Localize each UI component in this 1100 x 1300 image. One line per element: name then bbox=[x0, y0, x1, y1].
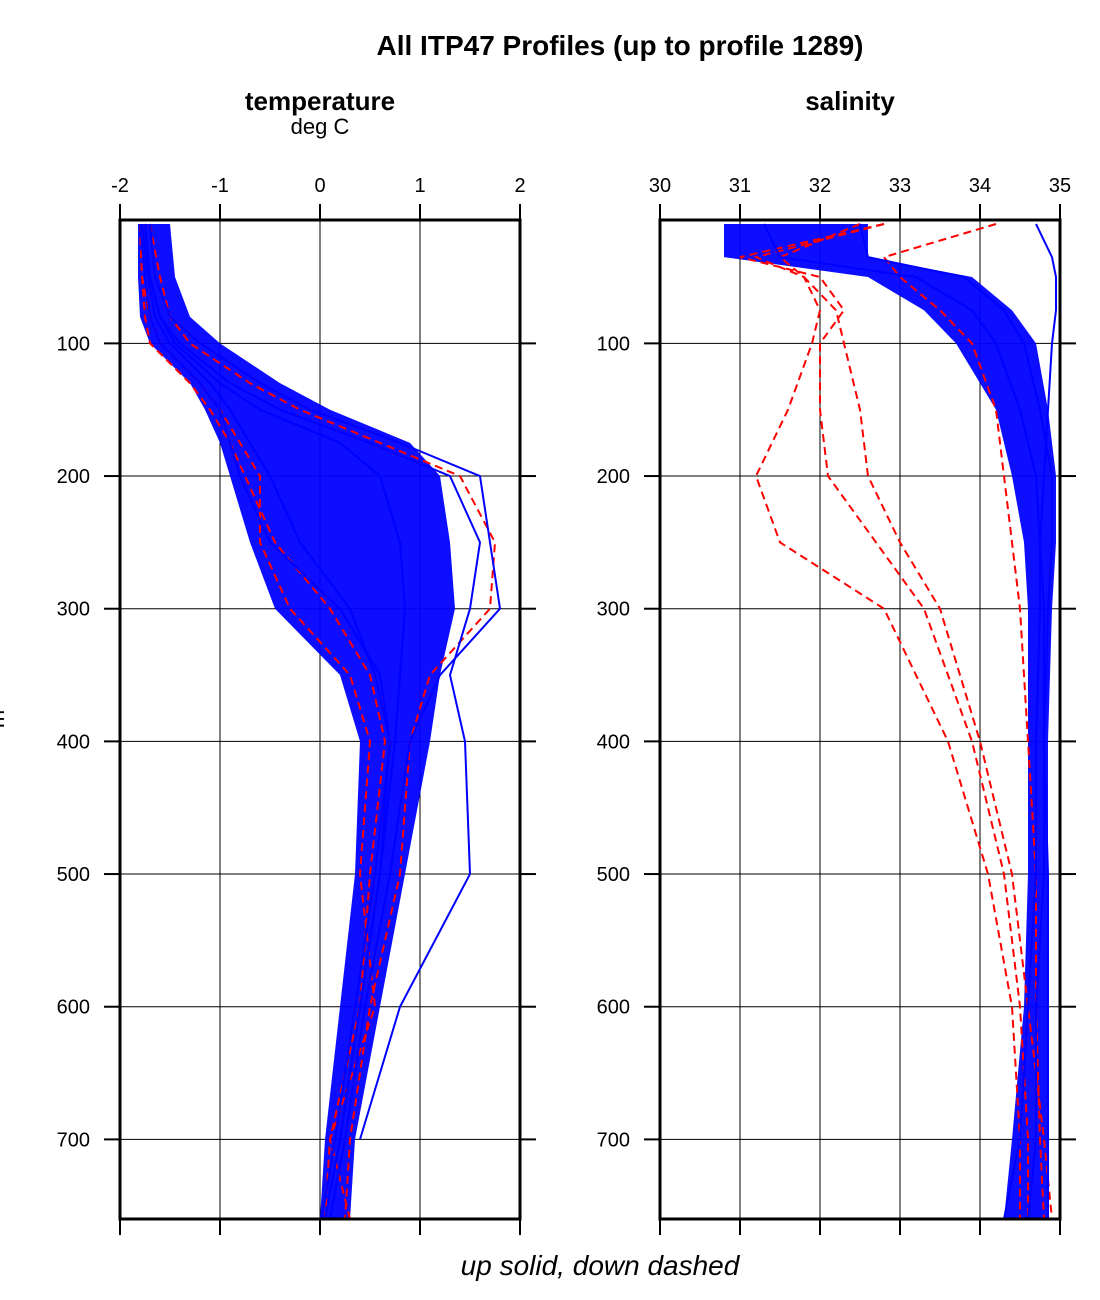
chart-title: All ITP47 Profiles (up to profile 1289) bbox=[376, 30, 864, 61]
up-profile-line bbox=[141, 223, 392, 1220]
x-tick-label: 1 bbox=[414, 175, 425, 197]
panel-frame bbox=[658, 218, 1062, 1221]
up-profile-line bbox=[859, 223, 1053, 1220]
x-tick-label: 30 bbox=[649, 175, 671, 197]
x-tick-label: 33 bbox=[889, 175, 911, 197]
y-tick-label: 300 bbox=[57, 599, 90, 621]
down-profile-line bbox=[139, 223, 387, 1220]
y-tick-label: 500 bbox=[597, 864, 630, 886]
profile-envelope-band bbox=[138, 223, 455, 1219]
temperature-unit-label: deg C bbox=[290, 114, 350, 139]
y-tick-label: 300 bbox=[597, 599, 630, 621]
y-tick-label: 700 bbox=[57, 1129, 90, 1151]
down-profile-line bbox=[778, 223, 1053, 1220]
x-tick-label: 32 bbox=[809, 175, 831, 197]
up-profile-line bbox=[149, 223, 502, 1220]
y-tick-label: 700 bbox=[597, 1129, 630, 1151]
panel-frame bbox=[118, 218, 522, 1221]
legend-note: up solid, down dashed bbox=[460, 1250, 740, 1281]
x-tick-label: 0 bbox=[314, 175, 325, 197]
profile-envelope-band bbox=[724, 223, 1056, 1219]
up-profile-line bbox=[763, 223, 1049, 1219]
down-profile-line bbox=[149, 223, 497, 1220]
up-profile-line bbox=[1003, 223, 1057, 1220]
y-tick-label: 200 bbox=[597, 466, 630, 488]
x-tick-label: 2 bbox=[514, 175, 525, 197]
x-tick-label: -2 bbox=[111, 175, 129, 197]
up-profile-line bbox=[144, 223, 482, 1140]
y-tick-label: 400 bbox=[57, 731, 90, 753]
x-tick-label: 34 bbox=[969, 175, 991, 197]
y-tick-label: 100 bbox=[57, 333, 90, 355]
up-profile-line bbox=[139, 223, 392, 1220]
y-tick-label: 400 bbox=[597, 731, 630, 753]
x-tick-label: 35 bbox=[1049, 175, 1071, 197]
salinity-panel-title: salinity bbox=[805, 86, 895, 116]
x-tick-label: -1 bbox=[211, 175, 229, 197]
y-tick-label: 600 bbox=[597, 997, 630, 1019]
y-tick-label: 500 bbox=[57, 864, 90, 886]
y-tick-label: 100 bbox=[597, 333, 630, 355]
y-tick-label: 600 bbox=[57, 997, 90, 1019]
x-tick-label: 31 bbox=[729, 175, 751, 197]
down-profile-line bbox=[739, 223, 1029, 1219]
y-tick-label: 200 bbox=[57, 466, 90, 488]
down-profile-line bbox=[882, 223, 1045, 1220]
down-profile-line bbox=[752, 223, 1021, 1219]
temperature-panel-title: temperature bbox=[244, 86, 396, 116]
